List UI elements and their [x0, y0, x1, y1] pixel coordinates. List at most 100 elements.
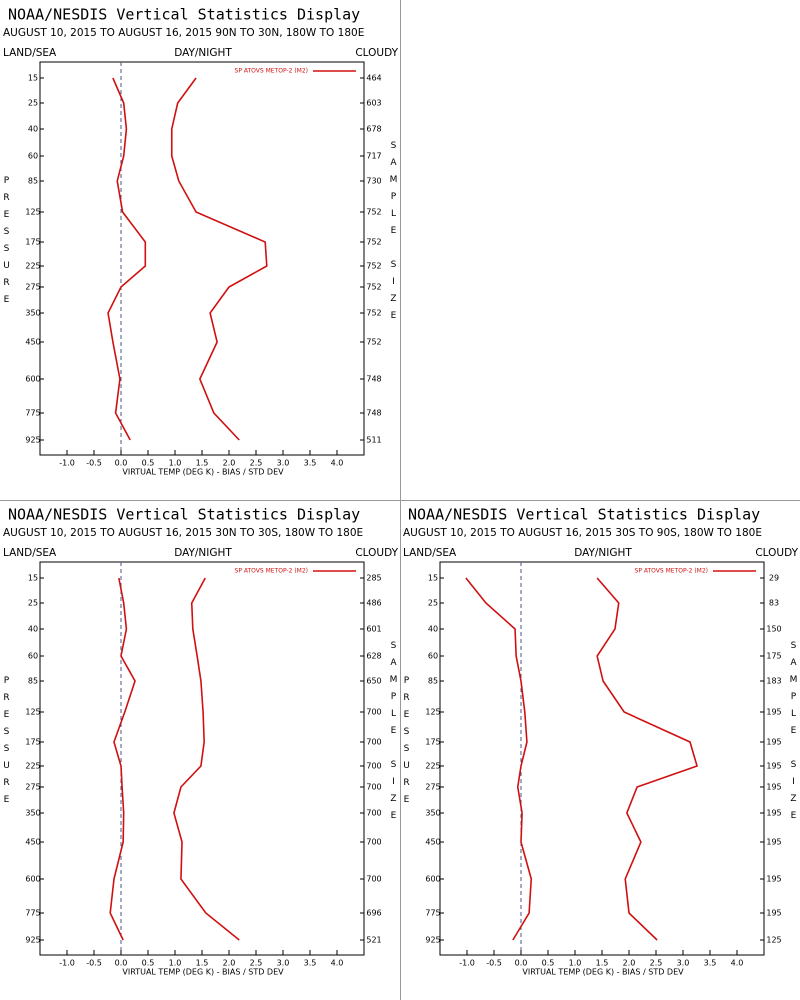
sample-size: 628 — [366, 652, 381, 661]
y-tick-label: 175 — [25, 738, 40, 747]
sample-size: 511 — [366, 436, 381, 445]
std-dev-line — [596, 577, 699, 941]
sample-size: 700 — [366, 762, 381, 771]
chart-subtitle: AUGUST 10, 2015 TO AUGUST 16, 2015 90N T… — [3, 27, 364, 39]
x-tick-label: 2.0 — [623, 959, 636, 968]
sample-size: 195 — [766, 909, 781, 918]
x-tick-label: 1.0 — [169, 959, 182, 968]
y-tick-label: 275 — [425, 783, 440, 792]
y-axis-label: PRESSURE — [2, 676, 12, 812]
sample-size: 700 — [366, 838, 381, 847]
x-tick-label: 1.0 — [569, 959, 582, 968]
x-tick-label: 3.0 — [277, 959, 290, 968]
x-tick-label: 4.0 — [331, 459, 344, 468]
y-tick-label: 15 — [28, 574, 38, 583]
y-tick-label: 125 — [25, 708, 40, 717]
sample-size: 183 — [766, 677, 781, 686]
sample-size: 83 — [769, 599, 779, 608]
x-tick-label: 1.0 — [169, 459, 182, 468]
y-tick-label: 25 — [428, 599, 438, 608]
legend-label: SP ATOVS METOP-2 (M2) — [635, 568, 708, 575]
x-tick-label: 0.5 — [142, 959, 155, 968]
y-tick-label: 925 — [425, 936, 440, 945]
y-tick-label: 85 — [428, 677, 438, 686]
y-tick-label: 175 — [25, 238, 40, 247]
x-axis-label: VIRTUAL TEMP (DEG K) - BIAS / STD DEV — [522, 968, 684, 977]
sample-size: 700 — [366, 875, 381, 884]
chart-title: NOAA/NESDIS Vertical Statistics Display — [408, 506, 760, 524]
x-tick-label: 1.5 — [596, 959, 609, 968]
y-tick-label: 600 — [425, 875, 440, 884]
sample-size: 700 — [366, 708, 381, 717]
x-tick-label: 2.0 — [223, 959, 236, 968]
x-tick-label: 2.5 — [250, 459, 263, 468]
chart-panel: NOAA/NESDIS Vertical Statistics Display A… — [2, 506, 399, 977]
x-tick-label: -1.0 — [459, 959, 475, 968]
y-tick-label: 175 — [425, 738, 440, 747]
y-tick-label: 275 — [25, 283, 40, 292]
x-tick-label: 0.5 — [142, 459, 155, 468]
sample-size: 752 — [366, 338, 381, 347]
x-tick-label: 4.0 — [331, 959, 344, 968]
sample-size: 700 — [366, 783, 381, 792]
sample-size: 150 — [766, 625, 781, 634]
sample-size: 748 — [366, 375, 381, 384]
y2-axis-label: SAMPLE SIZE — [789, 641, 799, 828]
sample-size: 195 — [766, 738, 781, 747]
sample-size: 678 — [366, 125, 381, 134]
x-tick-label: 3.5 — [304, 959, 317, 968]
y-axis-label: PRESSURE — [402, 676, 412, 812]
x-tick-label: 2.0 — [223, 459, 236, 468]
x-tick-label: 1.5 — [196, 959, 209, 968]
corner-label: LAND/SEA — [403, 547, 457, 559]
corner-label: CLOUDY — [355, 547, 398, 559]
x-tick-label: 3.5 — [304, 459, 317, 468]
y2-axis-label: SAMPLE SIZE — [389, 141, 399, 328]
y-tick-label: 225 — [425, 762, 440, 771]
sample-size: 700 — [366, 809, 381, 818]
y-tick-label: 600 — [25, 375, 40, 384]
sample-size: 752 — [366, 283, 381, 292]
y-tick-label: 925 — [25, 936, 40, 945]
x-tick-label: 1.5 — [196, 459, 209, 468]
legend-label: SP ATOVS METOP-2 (M2) — [235, 68, 308, 75]
x-tick-label: 3.0 — [277, 459, 290, 468]
corner-label: DAY/NIGHT — [574, 547, 632, 559]
bias-line — [109, 577, 136, 941]
x-tick-label: 0.0 — [115, 959, 128, 968]
y-tick-label: 350 — [25, 309, 40, 318]
y-tick-label: 225 — [25, 762, 40, 771]
x-tick-label: -1.0 — [59, 959, 75, 968]
y-tick-label: 775 — [425, 909, 440, 918]
x-tick-label: 0.0 — [115, 459, 128, 468]
y-tick-label: 60 — [28, 152, 38, 161]
y-tick-label: 775 — [25, 909, 40, 918]
bias-line — [107, 77, 147, 441]
corner-label: LAND/SEA — [3, 547, 57, 559]
y-tick-label: 25 — [28, 99, 38, 108]
sample-size: 601 — [366, 625, 381, 634]
y-tick-label: 225 — [25, 262, 40, 271]
chart-subtitle: AUGUST 10, 2015 TO AUGUST 16, 2015 30N T… — [3, 527, 363, 539]
y-tick-label: 125 — [25, 208, 40, 217]
sample-size: 650 — [366, 677, 381, 686]
y-tick-label: 40 — [28, 625, 38, 634]
sample-size: 700 — [366, 738, 381, 747]
y-tick-label: 15 — [28, 74, 38, 83]
chart-subtitle: AUGUST 10, 2015 TO AUGUST 16, 2015 30S T… — [403, 527, 762, 539]
y-tick-label: 775 — [25, 409, 40, 418]
sample-size: 752 — [366, 208, 381, 217]
std-dev-line — [173, 577, 240, 941]
corner-label: CLOUDY — [755, 547, 798, 559]
y-tick-label: 925 — [25, 436, 40, 445]
x-tick-label: -1.0 — [59, 459, 75, 468]
y-tick-label: 450 — [425, 838, 440, 847]
bias-line — [465, 577, 533, 941]
sample-size: 195 — [766, 708, 781, 717]
y-tick-label: 450 — [25, 838, 40, 847]
sample-size: 285 — [366, 574, 381, 583]
sample-size: 464 — [366, 74, 381, 83]
sample-size: 125 — [766, 936, 781, 945]
corner-label: DAY/NIGHT — [174, 547, 232, 559]
